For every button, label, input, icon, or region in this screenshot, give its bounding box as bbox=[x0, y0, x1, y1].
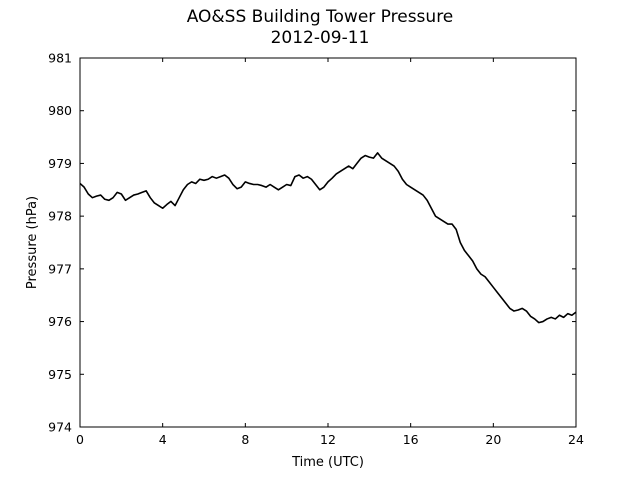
y-tick-label: 981 bbox=[48, 51, 72, 66]
x-tick-label: 24 bbox=[568, 432, 584, 447]
y-tick-label: 978 bbox=[48, 209, 72, 224]
y-tick-label: 977 bbox=[48, 261, 72, 276]
x-tick-label: 0 bbox=[76, 432, 84, 447]
y-tick-label: 979 bbox=[48, 156, 72, 171]
y-axis-label: Pressure (hPa) bbox=[25, 196, 40, 289]
x-axis-label: Time (UTC) bbox=[291, 455, 364, 470]
pressure-series-line bbox=[79, 152, 577, 324]
chart-subtitle: 2012-09-11 bbox=[270, 28, 370, 48]
x-tick-label: 16 bbox=[403, 432, 419, 447]
y-tick-label: 975 bbox=[48, 367, 72, 382]
y-tick-label: 974 bbox=[48, 420, 72, 435]
y-tick-label: 976 bbox=[48, 314, 72, 329]
y-tick-label: 980 bbox=[48, 103, 72, 118]
x-tick-label: 20 bbox=[485, 432, 501, 447]
x-tick-label: 4 bbox=[159, 432, 167, 447]
chart-title: AO&SS Building Tower Pressure bbox=[186, 7, 454, 27]
ticks-layer: 0 4 8 12 16 20 24 974 975 976 977 978 979 980 981 bbox=[48, 51, 584, 448]
x-tick-label: 8 bbox=[241, 432, 249, 447]
plot-frame bbox=[79, 57, 577, 428]
x-tick-label: 12 bbox=[320, 432, 336, 447]
